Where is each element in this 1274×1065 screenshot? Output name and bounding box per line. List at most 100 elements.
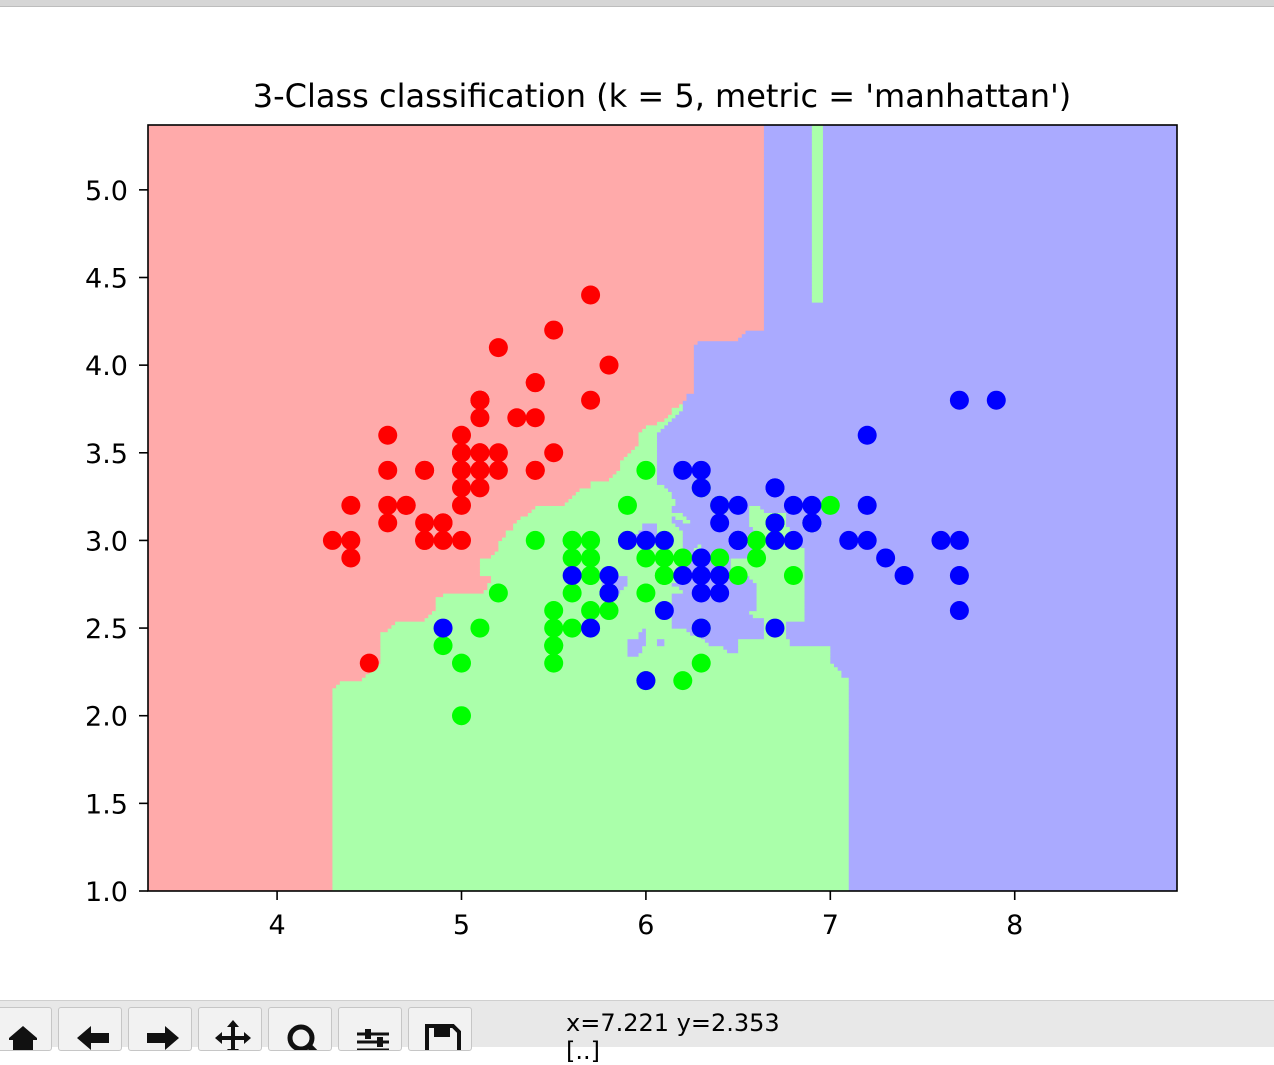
decision-region-cell bbox=[811, 126, 824, 131]
scatter-point-class0 bbox=[322, 530, 342, 550]
scatter-point-class2 bbox=[654, 601, 674, 621]
decision-region-cell bbox=[516, 519, 673, 524]
decision-region-cell bbox=[148, 687, 334, 692]
decision-region-cell bbox=[763, 147, 813, 152]
decision-region-cell bbox=[848, 691, 1177, 696]
decision-region-cell bbox=[656, 459, 1177, 464]
decision-region-cell bbox=[848, 687, 1177, 692]
forward-button[interactable] bbox=[128, 1007, 192, 1051]
decision-region-cell bbox=[756, 607, 806, 612]
decision-region-cell bbox=[811, 263, 824, 268]
scatter-point-class0 bbox=[470, 390, 490, 410]
decision-region-cell bbox=[822, 291, 1177, 296]
decision-region-cell bbox=[148, 165, 765, 170]
decision-region-cell bbox=[148, 224, 765, 230]
decision-region-cell bbox=[148, 712, 334, 717]
scatter-point-class1 bbox=[488, 583, 508, 603]
decision-region-cell bbox=[332, 827, 850, 833]
scatter-point-class0 bbox=[451, 530, 471, 550]
decision-region-cell bbox=[811, 277, 824, 282]
decision-region-cell bbox=[148, 593, 444, 598]
decision-region-cell bbox=[642, 428, 662, 433]
decision-region-cell bbox=[830, 652, 1177, 657]
decision-region-cell bbox=[793, 529, 1177, 535]
home-button[interactable] bbox=[0, 1007, 52, 1051]
decision-region-cell bbox=[822, 175, 1177, 180]
decision-region-cell bbox=[848, 757, 1177, 762]
decision-region-cell bbox=[822, 228, 1177, 233]
decision-region-cell bbox=[332, 750, 850, 755]
decision-region-cell bbox=[638, 431, 658, 436]
decision-region-cell bbox=[682, 400, 1177, 405]
decision-region-cell bbox=[693, 365, 1177, 370]
decision-region-cell bbox=[656, 522, 677, 528]
decision-region-cell bbox=[811, 249, 824, 254]
decision-region-cell bbox=[756, 550, 806, 556]
zoom-button[interactable] bbox=[268, 1007, 332, 1051]
decision-region-cell bbox=[148, 179, 765, 184]
decision-region-cell bbox=[804, 554, 1177, 559]
scatter-point-class2 bbox=[765, 513, 785, 533]
decision-region-cell bbox=[332, 705, 850, 710]
decision-region-cell bbox=[811, 203, 824, 208]
decision-region-cell bbox=[804, 593, 1177, 598]
decision-region-cell bbox=[848, 782, 1177, 787]
decision-region-cell bbox=[723, 645, 739, 650]
decision-region-cell bbox=[332, 726, 850, 731]
decision-region-cell bbox=[148, 340, 699, 345]
decision-region-cell bbox=[148, 140, 765, 145]
decision-region-cell bbox=[332, 687, 850, 692]
pan-button[interactable] bbox=[198, 1007, 262, 1051]
decision-region-cell bbox=[656, 449, 1177, 454]
decision-region-cell bbox=[789, 526, 1177, 531]
configure-subplots-button[interactable] bbox=[338, 1007, 402, 1051]
decision-region-cell bbox=[811, 196, 824, 201]
decision-region-cell bbox=[841, 673, 1177, 678]
decision-region-cell bbox=[763, 323, 1177, 328]
decision-region-cell bbox=[148, 571, 481, 577]
decision-region-cell bbox=[822, 284, 1177, 289]
scatter-point-class0 bbox=[433, 530, 453, 550]
home-icon bbox=[9, 1026, 37, 1050]
decision-region-cell bbox=[631, 449, 658, 454]
decision-region-cell bbox=[443, 593, 673, 598]
decision-region-cell bbox=[693, 386, 1177, 391]
scatter-point-class0 bbox=[581, 390, 601, 410]
decision-region-cell bbox=[664, 484, 1177, 489]
decision-region-cell bbox=[148, 659, 381, 664]
scatter-point-class0 bbox=[341, 548, 361, 568]
decision-region-cell bbox=[332, 880, 850, 885]
decision-region-cell bbox=[763, 302, 1177, 307]
decision-region-cell bbox=[848, 873, 1177, 878]
figure-canvas[interactable]: 4 5 6 7 8 1.0 1.5 2.0 2.5 3.0 3.5 4.0 4.5 5.0 3-Class… bbox=[0, 7, 1274, 1000]
decision-region-cell bbox=[822, 263, 1177, 268]
decision-region-cell bbox=[623, 456, 658, 461]
decision-region-cell bbox=[763, 231, 813, 237]
save-button[interactable] bbox=[408, 1007, 472, 1051]
decision-region-cell bbox=[763, 319, 1177, 324]
decision-region-cell bbox=[656, 466, 1177, 471]
decision-region-cell bbox=[804, 610, 1177, 615]
decision-region-cell bbox=[332, 883, 850, 889]
decision-region-cell bbox=[148, 834, 334, 840]
decision-region-cell bbox=[730, 557, 806, 563]
decision-region-cell bbox=[848, 827, 1177, 833]
decision-region-cell bbox=[804, 603, 1177, 608]
y-tick-label: 2.5 bbox=[85, 614, 128, 645]
decision-region-cell bbox=[804, 568, 1177, 573]
decision-region-cell bbox=[380, 649, 629, 654]
back-button[interactable] bbox=[58, 1007, 122, 1051]
decision-region-cell bbox=[148, 477, 610, 482]
decision-region-cell bbox=[822, 298, 1177, 303]
scatter-point-class0 bbox=[415, 530, 435, 550]
decision-region-cell bbox=[682, 407, 1177, 412]
decision-region-cell bbox=[148, 372, 695, 377]
decision-region-cell bbox=[148, 256, 765, 261]
scatter-point-class1 bbox=[470, 618, 490, 638]
scatter-point-class2 bbox=[581, 618, 601, 638]
decision-region-cell bbox=[671, 508, 750, 513]
decision-region-cell bbox=[671, 617, 765, 622]
scatter-point-class1 bbox=[581, 548, 601, 568]
scatter-point-class1 bbox=[562, 530, 582, 550]
decision-region-cell bbox=[627, 452, 658, 457]
